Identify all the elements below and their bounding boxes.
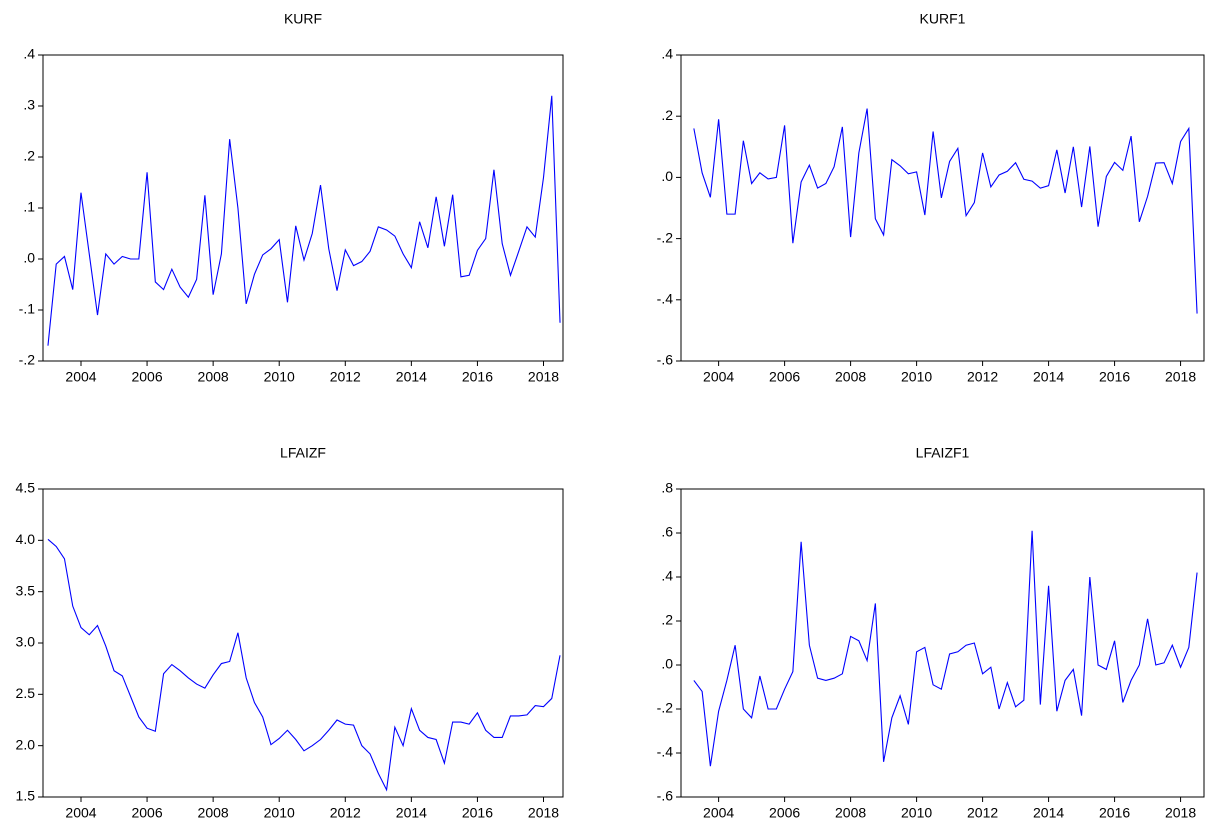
y-tick-label: .2 (23, 148, 35, 164)
x-tick-label: 2004 (703, 369, 734, 385)
x-tick-label: 2008 (198, 805, 229, 821)
x-tick-label: 2014 (396, 805, 427, 821)
data-line (693, 108, 1198, 314)
x-tick-label: 2014 (1033, 369, 1064, 385)
x-tick-label: 2006 (131, 805, 162, 821)
data-line (47, 95, 561, 346)
x-tick-label: 2012 (330, 369, 361, 385)
y-tick-label: 2.0 (16, 736, 36, 752)
y-tick-label: .8 (661, 480, 673, 496)
y-tick-label: -.4 (657, 291, 674, 307)
y-tick-label: -.2 (657, 700, 674, 716)
y-tick-label: -.6 (657, 788, 674, 804)
x-tick-label: 2012 (967, 369, 998, 385)
x-tick-label: 2004 (703, 805, 734, 821)
y-tick-label: .0 (661, 656, 673, 672)
y-tick-label: .0 (661, 168, 673, 184)
y-tick-label: -.6 (657, 352, 674, 368)
y-tick-label: .0 (23, 250, 35, 266)
y-tick-label: -.2 (657, 229, 674, 245)
x-tick-label: 2018 (1165, 369, 1196, 385)
x-tick-label: 2006 (769, 805, 800, 821)
x-tick-label: 2010 (264, 369, 295, 385)
x-tick-label: 2004 (65, 805, 96, 821)
x-tick-label: 2018 (528, 805, 559, 821)
x-tick-label: 2004 (65, 369, 96, 385)
plot-frame (42, 488, 564, 798)
panel-title: LFAIZF1 (916, 445, 970, 461)
x-tick-label: 2016 (1099, 805, 1130, 821)
x-tick-label: 2008 (198, 369, 229, 385)
x-tick-label: 2010 (901, 369, 932, 385)
x-tick-label: 2018 (1165, 805, 1196, 821)
y-tick-label: -.1 (19, 301, 36, 317)
y-tick-label: .3 (23, 97, 35, 113)
x-tick-label: 2018 (528, 369, 559, 385)
x-tick-label: 2010 (901, 805, 932, 821)
y-tick-label: .4 (661, 568, 673, 584)
y-tick-label: .2 (661, 107, 673, 123)
y-tick-label: 3.0 (16, 634, 36, 650)
x-tick-label: 2016 (462, 369, 493, 385)
y-tick-label: .4 (23, 46, 35, 62)
y-tick-label: 4.5 (16, 480, 36, 496)
panel-title: KURF1 (920, 11, 966, 27)
x-tick-label: 2016 (462, 805, 493, 821)
y-tick-label: -.2 (19, 352, 36, 368)
y-tick-label: 2.5 (16, 685, 36, 701)
data-line (47, 538, 561, 792)
x-tick-label: 2014 (396, 369, 427, 385)
plot-frame (680, 488, 1205, 798)
y-tick-label: 4.0 (16, 531, 36, 547)
x-tick-label: 2006 (769, 369, 800, 385)
x-tick-label: 2010 (264, 805, 295, 821)
panel-title: KURF (284, 11, 322, 27)
x-tick-label: 2006 (131, 369, 162, 385)
y-tick-label: .2 (661, 612, 673, 628)
y-tick-label: 1.5 (16, 788, 36, 804)
x-tick-label: 2012 (330, 805, 361, 821)
y-tick-label: 3.5 (16, 582, 36, 598)
y-tick-label: .6 (661, 524, 673, 540)
y-tick-label: .4 (661, 46, 673, 62)
y-tick-label: -.4 (657, 744, 674, 760)
x-tick-label: 2008 (835, 805, 866, 821)
panel-title: LFAIZF (280, 445, 326, 461)
plot-frame (680, 54, 1205, 362)
y-tick-label: .1 (23, 199, 35, 215)
x-tick-label: 2014 (1033, 805, 1064, 821)
x-tick-label: 2016 (1099, 369, 1130, 385)
data-line (693, 530, 1198, 767)
plot-frame (42, 54, 564, 362)
x-tick-label: 2008 (835, 369, 866, 385)
x-tick-label: 2012 (967, 805, 998, 821)
